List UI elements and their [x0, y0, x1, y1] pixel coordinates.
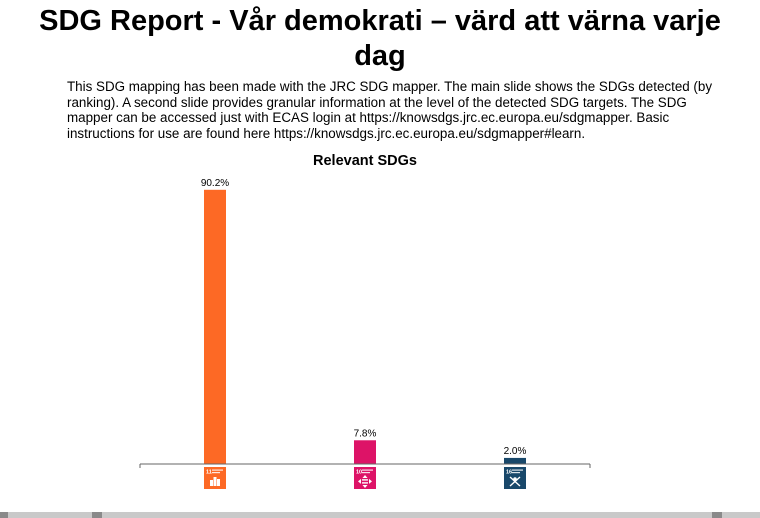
city-building-glyph	[210, 480, 213, 486]
data-label-2: 7.8%	[354, 428, 377, 439]
bar-1	[204, 189, 226, 465]
dove-glyph	[513, 477, 517, 481]
sdg-icon-number-2: 10	[356, 470, 362, 476]
city-building-glyph	[213, 477, 217, 486]
data-label-1: 90.2%	[201, 178, 229, 189]
arrows-glyph	[358, 475, 372, 488]
sdg-icon-number-3: 16	[506, 470, 512, 476]
sdg-icon-caption-line	[512, 472, 520, 474]
sdg-icon-number-1: 11	[206, 470, 212, 476]
sdg-icon-caption-line	[512, 469, 523, 471]
bar-2	[354, 440, 376, 464]
sdg-icon-caption-line	[212, 469, 223, 471]
chart-title: Relevant SDGs	[313, 153, 417, 169]
report-description: This SDG mapping has been made with the …	[67, 79, 713, 141]
equals-glyph	[362, 482, 368, 484]
sdg-icon-caption-line	[362, 472, 370, 474]
equals-glyph	[362, 479, 368, 481]
horizontal-scrollbar[interactable]	[0, 512, 760, 518]
page-title: SDG Report - Vår demokrati – värd att vä…	[39, 5, 721, 72]
city-building-glyph	[217, 479, 220, 486]
sdg-icon-caption-line	[362, 469, 373, 471]
sdg-icon-caption-line	[212, 472, 220, 474]
bar-3	[504, 457, 526, 464]
data-label-3: 2.0%	[504, 446, 527, 457]
gavel-dove-glyph	[509, 476, 521, 487]
